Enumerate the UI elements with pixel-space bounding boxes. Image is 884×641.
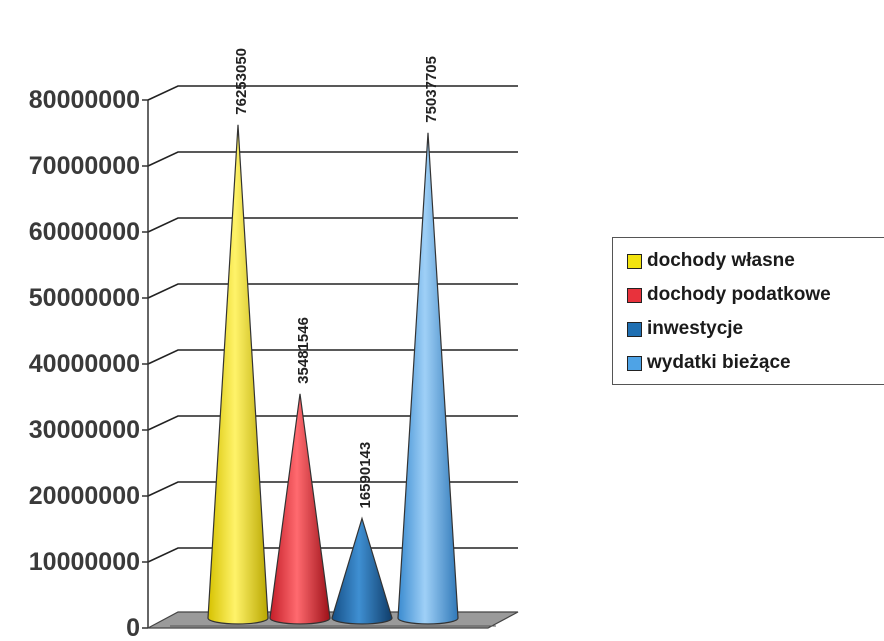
y-tick-label: 60000000 [29,218,140,246]
gridlines [147,85,518,563]
y-tick-label: 70000000 [29,152,140,180]
legend-label: wydatki bieżące [647,352,791,373]
y-tick-label: 50000000 [29,284,140,312]
gridline [147,349,518,365]
y-tick-label: 80000000 [29,86,140,114]
cone-3 [397,132,459,625]
cone-2 [331,516,393,625]
legend-item: dochody własne [627,244,884,278]
legend-swatch [627,287,642,303]
gridline [147,415,518,431]
value-labels: 76253050 35481546 16590143 75037705 [233,48,440,509]
gridline [147,481,518,497]
y-axis: 0 10000000 20000000 30000000 40000000 5000000… [29,86,149,641]
y-tick-label: 30000000 [29,416,140,444]
legend-item: wydatki bieżące [627,346,884,380]
legend-swatch [627,321,642,337]
cones [207,124,459,625]
legend-item: dochody podatkowe [627,278,884,312]
y-tick-label: 20000000 [29,482,140,510]
legend-label: dochody podatkowe [647,284,831,305]
legend-item: inwestycje [627,312,884,346]
data-label: 35481546 [295,317,312,384]
y-tick-label: 10000000 [29,548,140,576]
legend: dochody własne dochody podatkowe inwesty… [612,237,884,385]
cone-0 [207,124,269,625]
data-label: 16590143 [357,442,374,509]
data-label: 75037705 [423,56,440,123]
gridline [147,151,518,167]
cone-mark [331,516,393,625]
cone-mark [207,124,269,625]
y-tick-label: 40000000 [29,350,140,378]
legend-swatch [627,253,642,269]
gridline [147,547,518,563]
cone-mark [269,393,331,625]
cone-1 [269,393,331,625]
legend-swatch [627,355,642,371]
legend-label: dochody własne [647,250,795,271]
cone-mark [397,132,459,625]
data-label: 76253050 [233,48,250,115]
gridline [147,85,518,101]
y-tick-label: 0 [126,614,140,636]
gridline [147,217,518,233]
legend-label: inwestycje [647,318,744,339]
gridline [147,283,518,299]
